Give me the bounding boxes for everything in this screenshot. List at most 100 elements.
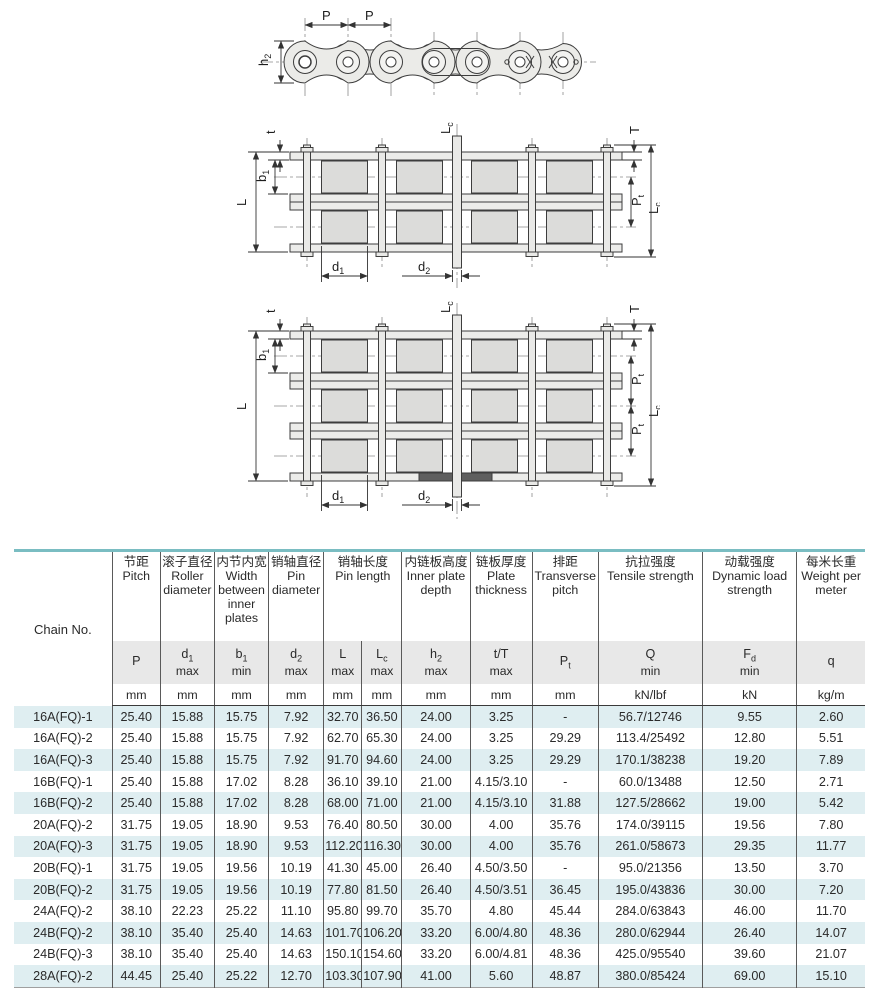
spec-value-cell: 25.40 [111,749,161,771]
spec-value-cell: 24.00 [401,749,471,771]
spec-value-cell: 3.25 [469,749,533,771]
spec-value-cell: 4.00 [469,835,533,858]
spec-value-cell: 41.30 [323,857,362,879]
spec-value-cell: 261.0/58673 [597,835,703,858]
unit-cell: kg/m [796,684,865,706]
symbol-Fd: Fd min [702,641,797,684]
spec-value-cell: 60.0/13488 [597,770,703,793]
symbol-tT: t/T max [469,641,533,684]
pitch-dimension: P P [304,8,392,29]
d1-label: d1 [332,259,344,276]
spec-value-cell: 284.0/63843 [597,900,703,922]
spec-value-cell: 4.00 [469,813,533,836]
b1-label: b1 [254,349,271,361]
col-header-tensile-strength: 抗拉强度 Tensile strength [597,550,703,641]
d1-label: d1 [332,488,344,505]
spec-value-cell: 15.88 [159,727,215,750]
spec-value-cell: 4.80 [469,900,533,922]
chain-no-cell: 20B(FQ)-2 [33,882,93,897]
T-label: T [627,126,642,134]
Lc-right-label: Lc [646,202,660,214]
col-header-pitch: 节距 Pitch [111,550,161,641]
spec-value-cell: 116.30 [361,835,402,858]
spec-value-cell: 29.29 [531,727,599,750]
spec-value-cell: 94.60 [361,749,402,771]
connecting-pin [452,314,462,498]
d2-dimension: d2 [402,259,480,282]
rollers [321,339,593,473]
spec-value-cell: 170.1/38238 [597,749,703,771]
col-header-pin-length: 销轴长度 Pin length [323,550,402,641]
spec-value-cell: 25.22 [213,900,269,922]
spec-value-cell: 91.70 [323,749,362,771]
col-header-dynamic-load: 动载强度 Dynamic load strength [702,550,797,641]
spec-value-cell: 7.89 [796,749,865,771]
duplex-chain-drawing: L b1 t Lc T Pt Lc d1 d2 [234,122,660,288]
table-row: 24B(FQ)-2 38.10 35.40 25.40 14.63 101.70 106.2… [14,921,865,944]
chain-no-cell: 24B(FQ)-3 [33,947,93,962]
col-header-inner-width: 内节内宽 Width between inner plates [213,550,269,641]
chain-no-cell: 28A(FQ)-2 [33,968,93,983]
spec-value-cell: 35.40 [159,943,215,966]
spec-value-cell: 46.00 [702,900,797,922]
spec-value-cell: - [531,857,599,879]
connecting-pin [452,135,462,269]
spec-value-cell: 24.00 [401,727,471,750]
spec-value-cell: 112.20 [323,835,362,858]
spec-value-cell: 2.71 [796,770,865,793]
connecting-link-outline [421,48,491,76]
symbol-Pt: Pt [531,641,599,684]
spec-value-cell: 5.60 [469,965,533,988]
spec-value-cell: 3.70 [796,857,865,879]
spec-value-cell: 15.88 [159,749,215,771]
spec-value-cell: 17.02 [213,770,269,793]
spec-value-cell: 101.70 [323,921,362,944]
spec-value-cell: 12.70 [268,965,324,988]
b1-label: b1 [254,170,271,182]
h2-label: h2 [256,54,273,66]
spec-value-cell: 380.0/85424 [597,965,703,988]
spec-value-cell: 30.00 [401,813,471,836]
spec-value-cell: 12.80 [702,727,797,750]
chain-no-cell: 24A(FQ)-2 [33,904,93,919]
spec-value-cell: 7.20 [796,878,865,901]
spec-value-cell: 5.51 [796,727,865,750]
spec-value-cell: 38.10 [111,900,161,922]
Lc-top-label: Lc [438,122,455,134]
spec-value-cell: 31.88 [531,792,599,814]
spec-value-cell: 11.77 [796,835,865,858]
spec-value-cell: 150.10 [323,943,362,966]
chain-no-cell: 20A(FQ)-2 [33,817,93,832]
spec-value-cell: 15.75 [213,705,269,728]
spec-value-cell: 44.45 [111,965,161,988]
spec-value-cell: 26.40 [401,878,471,901]
spec-value-cell: 36.50 [361,705,402,728]
table-header: Chain No. 节距 Pitch 滚子直径 Roller diameter 内节… [14,550,865,706]
chain-no-cell: 16B(FQ)-2 [33,796,93,811]
spec-value-cell: 2.60 [796,705,865,728]
spec-value-cell: 18.90 [213,835,269,858]
spec-value-cell: 35.76 [531,835,599,858]
col-header-roller-diameter: 滚子直径 Roller diameter [159,550,215,641]
spec-value-cell: 62.70 [323,727,362,750]
unit-cell: mm [213,684,269,706]
spec-table-body: 16A(FQ)-1 25.40 15.88 15.75 7.92 32.70 36.50 24… [14,705,865,988]
spec-value-cell: 45.00 [361,857,402,879]
spec-value-cell: 15.10 [796,965,865,988]
table-row: 16A(FQ)-2 25.40 15.88 15.75 7.92 62.70 65.30 24… [14,727,865,750]
spec-value-cell: 154.60 [361,943,402,966]
spec-value-cell: 25.40 [111,705,161,728]
t-dimension: t [263,309,289,351]
spec-value-cell: 106.20 [361,921,402,944]
col-header-transverse-pitch: 排距 Transverse pitch [531,550,599,641]
spec-value-cell: 31.75 [111,878,161,901]
spec-value-cell: 56.7/12746 [597,705,703,728]
Pt-dimension-lower: Pt [627,405,646,457]
spec-value-cell: 15.75 [213,749,269,771]
spec-value-cell: 15.88 [159,770,215,793]
triplex-chain-drawing: L b1 t Lc T Pt Pt Lc d1 d2 [234,301,660,519]
spec-value-cell: 10.19 [268,878,324,901]
spec-value-cell: 18.90 [213,813,269,836]
unit-cell: kN/lbf [597,684,703,706]
spec-value-cell: 11.10 [268,900,324,922]
